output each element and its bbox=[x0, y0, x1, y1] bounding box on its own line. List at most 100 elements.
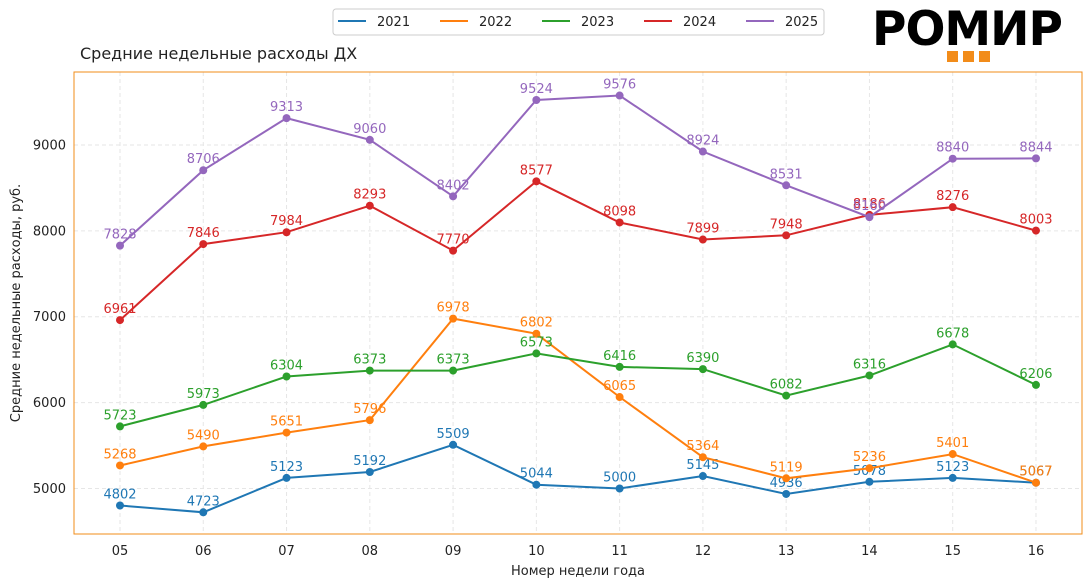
data-label-2024: 7846 bbox=[187, 226, 220, 241]
x-tick-label: 05 bbox=[112, 544, 129, 559]
data-label-2021: 5123 bbox=[270, 460, 303, 475]
data-point-2025 bbox=[865, 213, 874, 222]
data-point-2022 bbox=[199, 442, 208, 451]
data-label-2022: 5490 bbox=[187, 428, 220, 443]
data-point-2022 bbox=[698, 453, 707, 462]
y-tick-label: 6000 bbox=[33, 396, 66, 411]
data-label-2024: 8293 bbox=[353, 188, 386, 203]
legend-item-2022: 2022 bbox=[440, 15, 512, 30]
data-label-2021: 5000 bbox=[603, 470, 636, 485]
data-point-2025 bbox=[782, 181, 791, 190]
y-tick-label: 5000 bbox=[33, 482, 66, 497]
data-point-2024 bbox=[116, 316, 124, 325]
data-point-2025 bbox=[282, 114, 291, 123]
data-point-2021 bbox=[116, 501, 124, 510]
data-point-2022 bbox=[865, 464, 874, 473]
data-point-2021 bbox=[865, 477, 874, 486]
series-line-2023 bbox=[119, 343, 1037, 428]
data-label-2021: 4936 bbox=[770, 476, 803, 491]
data-point-2023 bbox=[865, 371, 874, 380]
y-tick-label: 9000 bbox=[33, 138, 66, 153]
legend-label: 2022 bbox=[479, 15, 512, 30]
data-point-2023 bbox=[782, 391, 791, 400]
data-label-2023: 5973 bbox=[187, 387, 220, 402]
data-label-2023: 6304 bbox=[270, 359, 303, 374]
data-point-2023 bbox=[1031, 380, 1040, 389]
data-point-2023 bbox=[116, 422, 124, 431]
data-label-2021: 5044 bbox=[520, 467, 553, 482]
logo-square-2 bbox=[963, 51, 974, 62]
data-point-2022 bbox=[1031, 478, 1040, 487]
data-point-2023 bbox=[532, 349, 541, 358]
data-point-2025 bbox=[365, 135, 374, 144]
data-label-2023: 6373 bbox=[437, 353, 470, 368]
data-point-2023 bbox=[199, 400, 208, 409]
data-label-2022: 6065 bbox=[603, 379, 636, 394]
data-point-2025 bbox=[615, 91, 624, 100]
data-label-2022: 5651 bbox=[270, 415, 303, 430]
data-label-2024: 7948 bbox=[770, 217, 803, 232]
data-point-2025 bbox=[1031, 154, 1040, 163]
x-axis-label: Номер недели года bbox=[511, 564, 645, 579]
data-label-2023: 6416 bbox=[603, 349, 636, 364]
x-tick-label: 09 bbox=[445, 544, 462, 559]
data-point-2024 bbox=[1031, 226, 1040, 235]
y-tick-labels: 5000 6000 7000 8000 9000 bbox=[33, 138, 66, 496]
x-tick-label: 12 bbox=[695, 544, 712, 559]
data-point-2024 bbox=[615, 218, 624, 227]
data-point-2023 bbox=[948, 340, 957, 349]
data-label-2023: 6573 bbox=[520, 335, 553, 350]
data-point-2021 bbox=[698, 472, 707, 481]
data-label-2023: 6316 bbox=[853, 357, 886, 372]
y-axis-label: Средние недельные расходы, руб. bbox=[9, 184, 24, 422]
data-point-2024 bbox=[782, 231, 791, 240]
data-point-2025 bbox=[948, 154, 957, 163]
x-tick-label: 11 bbox=[611, 544, 628, 559]
data-point-2022 bbox=[782, 474, 791, 483]
data-point-2024 bbox=[948, 203, 957, 212]
data-label-2024: 8098 bbox=[603, 204, 636, 219]
data-label-2021: 5509 bbox=[437, 427, 470, 442]
data-point-2021 bbox=[365, 467, 374, 476]
data-label-2025: 8924 bbox=[686, 134, 719, 149]
data-label-2023: 6206 bbox=[1019, 367, 1052, 382]
legend-label: 2023 bbox=[581, 15, 614, 30]
data-label-2024: 7770 bbox=[437, 233, 470, 248]
legend-label: 2021 bbox=[377, 15, 410, 30]
series-2024: 6961 7846 7984 8293 7770 8577 8098 7899 7948 8186… bbox=[103, 163, 1053, 325]
data-label-2022: 5268 bbox=[103, 447, 136, 462]
chart-title: Средние недельные расходы ДХ bbox=[80, 44, 357, 63]
data-label-2023: 6678 bbox=[936, 326, 969, 341]
data-point-2022 bbox=[116, 461, 124, 470]
legend-item-2024: 2024 bbox=[644, 15, 716, 30]
data-point-2023 bbox=[449, 366, 458, 375]
data-point-2023 bbox=[365, 366, 374, 375]
data-label-2025: 9313 bbox=[270, 100, 303, 115]
data-label-2025: 9524 bbox=[520, 82, 553, 97]
logo-square-1 bbox=[947, 51, 958, 62]
data-point-2023 bbox=[615, 362, 624, 371]
data-label-2022: 5364 bbox=[686, 439, 719, 454]
data-point-2024 bbox=[199, 240, 208, 249]
data-label-2024: 7984 bbox=[270, 214, 303, 229]
x-tick-label: 13 bbox=[778, 544, 795, 559]
legend-item-2021: 2021 bbox=[338, 15, 410, 30]
data-label-2022: 6978 bbox=[437, 301, 470, 316]
series-line-2021 bbox=[119, 443, 1037, 514]
legend-label: 2025 bbox=[785, 15, 818, 30]
data-label-2025: 9576 bbox=[603, 78, 636, 93]
data-point-2025 bbox=[199, 166, 208, 175]
data-point-2024 bbox=[365, 201, 374, 210]
data-label-2025: 8160 bbox=[853, 199, 886, 214]
data-label-2022: 5401 bbox=[936, 436, 969, 451]
series-2022: 5268 5490 5651 5796 6978 6802 6065 5364 5119 5236… bbox=[103, 301, 1053, 487]
data-label-2021: 5067 bbox=[1019, 465, 1052, 480]
data-point-2021 bbox=[532, 480, 541, 489]
data-label-2021: 5145 bbox=[686, 458, 719, 473]
data-label-2024: 8003 bbox=[1019, 213, 1052, 228]
data-label-2021: 5123 bbox=[936, 460, 969, 475]
data-point-2025 bbox=[116, 241, 124, 250]
y-tick-label: 7000 bbox=[33, 310, 66, 325]
data-point-2024 bbox=[282, 228, 291, 237]
